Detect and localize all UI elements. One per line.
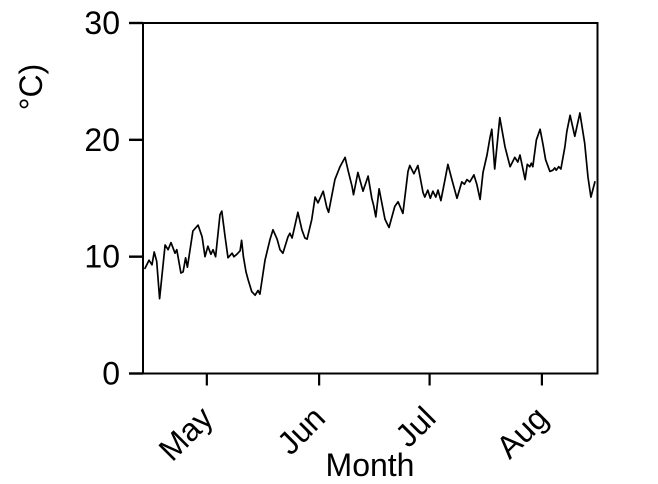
x-tick-label-jun: Jun bbox=[270, 399, 332, 461]
plot-border bbox=[142, 22, 599, 375]
x-tick-label-aug: Aug bbox=[489, 399, 555, 465]
y-tick-label: 20 bbox=[84, 122, 120, 158]
temperature-series-line bbox=[144, 112, 596, 300]
x-tick-label-jul: Jul bbox=[388, 399, 442, 453]
y-tick-label: 30 bbox=[84, 5, 120, 41]
y-tick-label: 0 bbox=[102, 356, 120, 392]
y-tick-label: 10 bbox=[84, 239, 120, 275]
y-axis-ticks: 0 10 20 30 bbox=[84, 5, 143, 392]
y-axis-label: °C) bbox=[13, 64, 49, 111]
x-axis-label: Month bbox=[326, 447, 415, 483]
x-tick-label-may: May bbox=[152, 399, 220, 467]
